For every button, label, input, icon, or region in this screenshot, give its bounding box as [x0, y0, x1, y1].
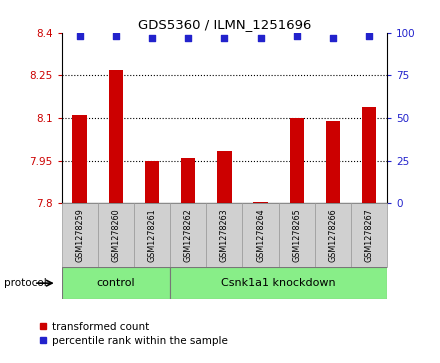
- Bar: [279, 203, 315, 267]
- Point: [330, 35, 337, 41]
- Point: [257, 35, 264, 41]
- Point: [112, 33, 119, 39]
- Text: GSM1278264: GSM1278264: [256, 208, 265, 262]
- Bar: [326, 121, 340, 203]
- Bar: [170, 203, 206, 267]
- Bar: [73, 115, 87, 203]
- Bar: [242, 203, 279, 267]
- Bar: [62, 203, 98, 267]
- Legend: transformed count, percentile rank within the sample: transformed count, percentile rank withi…: [35, 318, 232, 350]
- Text: GSM1278259: GSM1278259: [75, 208, 84, 262]
- Text: GSM1278266: GSM1278266: [328, 208, 337, 262]
- Text: GSM1278267: GSM1278267: [365, 208, 374, 262]
- Point: [76, 33, 83, 39]
- Text: GSM1278262: GSM1278262: [184, 208, 193, 262]
- Bar: [170, 267, 387, 299]
- Bar: [290, 118, 304, 203]
- Bar: [98, 203, 134, 267]
- Bar: [181, 158, 195, 203]
- Bar: [109, 70, 123, 203]
- Bar: [362, 107, 376, 203]
- Point: [293, 33, 300, 39]
- Point: [185, 35, 192, 41]
- Text: GSM1278263: GSM1278263: [220, 208, 229, 262]
- Point: [366, 33, 373, 39]
- Bar: [351, 203, 387, 267]
- Bar: [315, 203, 351, 267]
- Text: control: control: [96, 278, 135, 288]
- Text: protocol: protocol: [4, 278, 47, 288]
- Bar: [145, 160, 159, 203]
- Point: [149, 35, 156, 41]
- Text: GSM1278261: GSM1278261: [147, 208, 157, 262]
- Bar: [217, 151, 231, 203]
- Bar: [206, 203, 242, 267]
- Text: GSM1278260: GSM1278260: [111, 208, 121, 262]
- Title: GDS5360 / ILMN_1251696: GDS5360 / ILMN_1251696: [138, 19, 311, 32]
- Text: GSM1278265: GSM1278265: [292, 208, 301, 262]
- Text: Csnk1a1 knockdown: Csnk1a1 knockdown: [221, 278, 336, 288]
- Bar: [134, 203, 170, 267]
- Point: [221, 35, 228, 41]
- Bar: [62, 267, 170, 299]
